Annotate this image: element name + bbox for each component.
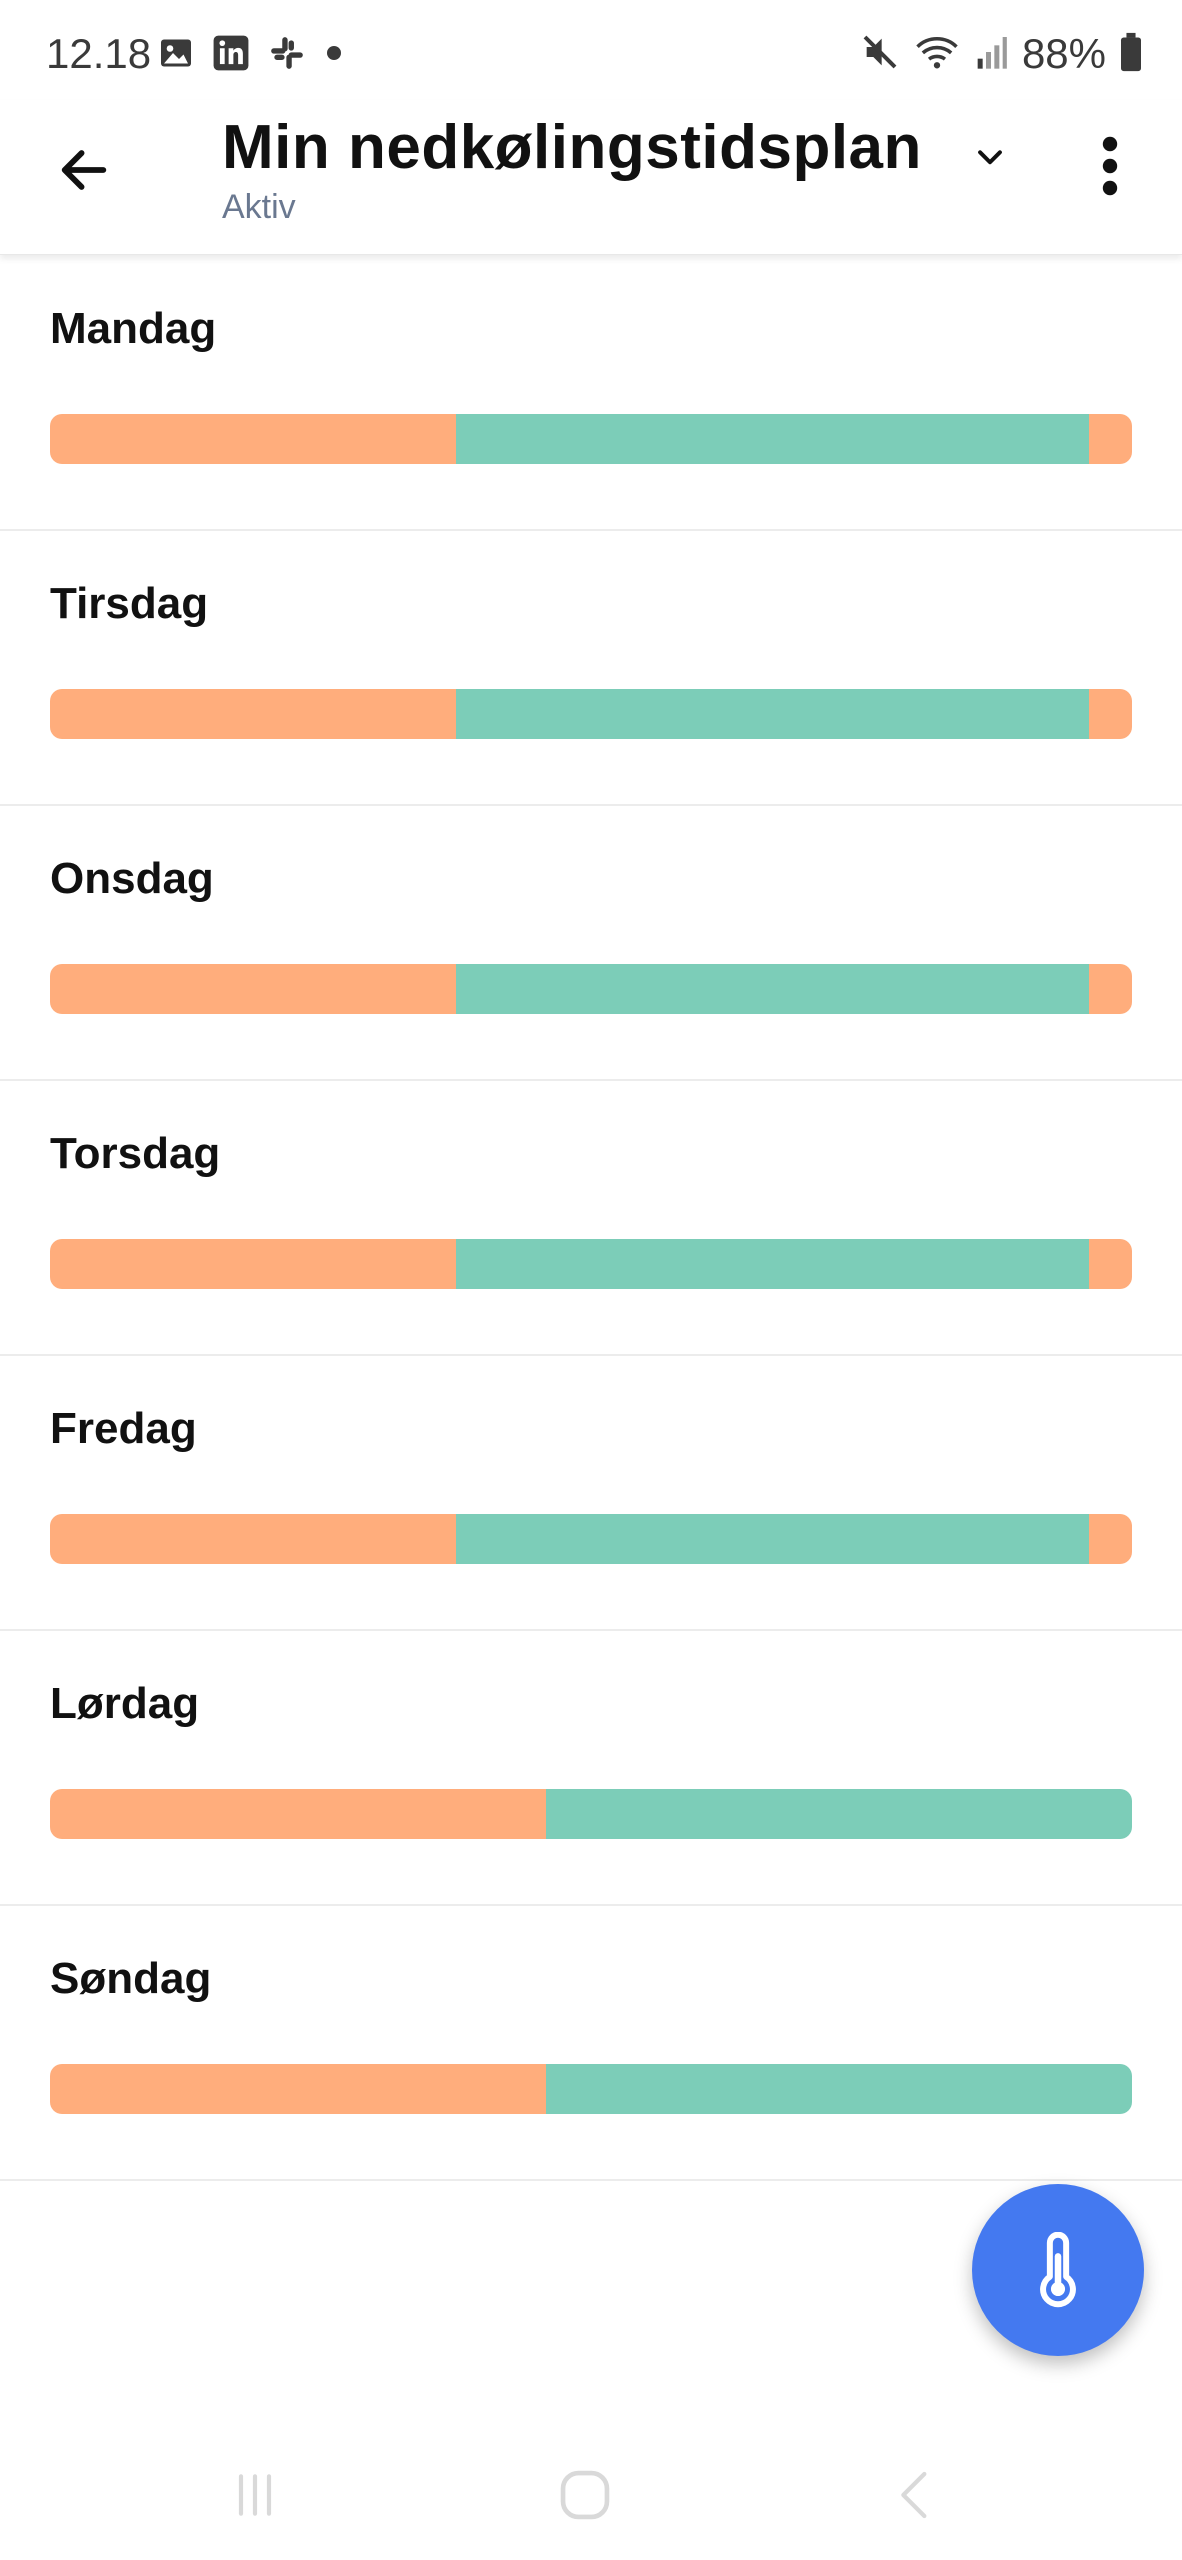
schedule-dropdown-button[interactable] [966, 134, 1014, 182]
more-vertical-icon [1102, 136, 1118, 196]
battery-percentage: 88% [1021, 30, 1106, 77]
day-row-onsdag[interactable]: Onsdag [0, 806, 1182, 1081]
schedule-status: Aktiv [222, 188, 296, 226]
schedule-bar[interactable] [50, 689, 1132, 739]
day-list: Mandag Tirsdag Onsdag Torsdag Fredag Lør… [0, 256, 1182, 2181]
day-label: Mandag [50, 304, 217, 353]
schedule-bar[interactable] [50, 1239, 1132, 1289]
cooling-segment [545, 2064, 1132, 2114]
off-segment [50, 964, 456, 1014]
off-segment [50, 1239, 456, 1289]
off-segment [1088, 689, 1132, 739]
signal-icon [974, 32, 1008, 77]
dot-icon [324, 43, 344, 68]
off-segment [1088, 414, 1132, 464]
cooling-segment [455, 414, 1089, 464]
thermometer-icon [1040, 2232, 1076, 2308]
schedule-bar[interactable] [50, 964, 1132, 1014]
chevron-down-icon [978, 150, 1002, 165]
nav-back-button[interactable] [870, 2450, 960, 2540]
back-icon [901, 2471, 927, 2519]
day-row-sondag[interactable]: Søndag [0, 1906, 1182, 2181]
title-block[interactable]: Min nedkølingstidsplan Aktiv [222, 110, 922, 227]
cooling-segment [455, 964, 1089, 1014]
off-segment [50, 2064, 546, 2114]
home-button[interactable] [540, 2450, 630, 2540]
off-segment [50, 1789, 546, 1839]
cooling-segment [455, 1239, 1089, 1289]
status-time: 12.18 [46, 30, 152, 77]
system-nav-bar [0, 2420, 1182, 2560]
system-icons: 88% [860, 30, 1142, 78]
cooling-segment [455, 1514, 1089, 1564]
schedule-bar[interactable] [50, 1514, 1132, 1564]
linkedin-icon [212, 34, 250, 77]
battery-icon [1120, 32, 1142, 77]
cooling-segment [545, 1789, 1132, 1839]
day-row-mandag[interactable]: Mandag [0, 256, 1182, 531]
day-row-lordag[interactable]: Lørdag [0, 1631, 1182, 1906]
off-segment [50, 689, 456, 739]
app-bar: Min nedkølingstidsplan Aktiv [0, 100, 1182, 255]
back-button[interactable] [44, 130, 124, 210]
day-label: Onsdag [50, 854, 214, 903]
off-segment [50, 414, 456, 464]
day-label: Søndag [50, 1954, 212, 2003]
off-segment [1088, 1239, 1132, 1289]
arrow-left-icon [61, 150, 107, 190]
cooling-fab-button[interactable] [972, 2184, 1144, 2356]
notification-icons [158, 34, 344, 77]
off-segment [1088, 964, 1132, 1014]
day-row-tirsdag[interactable]: Tirsdag [0, 531, 1182, 806]
page-title: Min nedkølingstidsplan [222, 113, 922, 182]
day-row-torsdag[interactable]: Torsdag [0, 1081, 1182, 1356]
off-segment [1088, 1514, 1132, 1564]
recent-apps-button[interactable] [210, 2450, 300, 2540]
schedule-bar[interactable] [50, 2064, 1132, 2114]
mute-icon [860, 32, 900, 77]
wifi-icon [914, 32, 960, 77]
schedule-bar[interactable] [50, 414, 1132, 464]
slack-icon [268, 34, 306, 77]
off-segment [50, 1514, 456, 1564]
schedule-bar[interactable] [50, 1789, 1132, 1839]
recent-apps-icon [238, 2474, 272, 2516]
gallery-icon [158, 35, 194, 76]
day-row-fredag[interactable]: Fredag [0, 1356, 1182, 1631]
day-label: Fredag [50, 1404, 197, 1453]
day-label: Lørdag [50, 1679, 200, 1728]
day-label: Torsdag [50, 1129, 221, 1178]
home-icon [560, 2470, 610, 2520]
more-options-button[interactable] [1080, 126, 1140, 206]
day-label: Tirsdag [50, 579, 209, 628]
cooling-segment [455, 689, 1089, 739]
status-bar: 12.18 88% [0, 0, 1182, 100]
